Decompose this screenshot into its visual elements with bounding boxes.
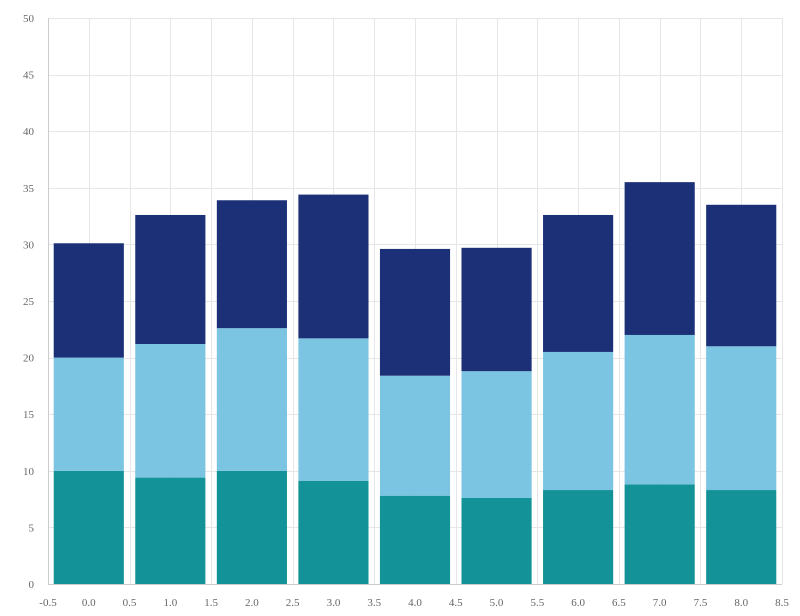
y-tick-labels: 0 5 10 15 20 25 30 35 40 45 50 (23, 13, 35, 591)
bar-segment-series-1-x-6 (543, 490, 614, 584)
bar-segment-series-1-x-1 (135, 477, 206, 584)
bar-segment-series-2-x-2 (216, 328, 287, 471)
x-tick-label: 2.5 (286, 597, 300, 609)
bar-segment-series-1-x-7 (624, 484, 695, 584)
x-tick-label: 0.5 (123, 597, 137, 609)
bar-segment-series-3-x-5 (461, 247, 532, 372)
bar-segment-series-2-x-3 (298, 338, 369, 481)
x-tick-label: 6.0 (571, 597, 585, 609)
bar-segment-series-3-x-8 (706, 204, 777, 347)
bar-segment-series-3-x-0 (53, 243, 124, 358)
bar-segment-series-2-x-1 (135, 344, 206, 478)
x-tick-label: -0.5 (39, 597, 57, 609)
x-tick-label: 4.0 (408, 597, 422, 609)
bar-segment-series-1-x-0 (53, 470, 124, 584)
y-tick-label: 50 (23, 13, 35, 25)
bar-segment-series-3-x-1 (135, 214, 206, 345)
y-tick-label: 20 (23, 353, 35, 365)
x-tick-label: 5.0 (490, 597, 504, 609)
x-tick-label: 5.5 (530, 597, 544, 609)
x-tick-label: 7.0 (653, 597, 667, 609)
x-tick-label: 4.5 (449, 597, 463, 609)
bar-segment-series-2-x-6 (543, 351, 614, 491)
x-tick-label: 6.5 (612, 597, 626, 609)
bar-segment-series-3-x-6 (543, 214, 614, 352)
y-tick-label: 40 (23, 126, 35, 138)
bar-segment-series-1-x-2 (216, 470, 287, 584)
bar-segment-series-1-x-3 (298, 480, 369, 584)
axes (48, 18, 782, 585)
x-tick-label: 7.5 (694, 597, 708, 609)
y-tick-label: 15 (23, 409, 35, 421)
bar-segment-series-3-x-7 (624, 182, 695, 335)
y-tick-label: 25 (23, 296, 35, 308)
x-tick-label: 0.0 (82, 597, 96, 609)
x-tick-labels: -0.5 0.0 0.5 1.0 1.5 2.0 2.5 3.0 3.5 4.0 4.5 5.0 5.5… (39, 597, 789, 609)
bar-segment-series-2-x-8 (706, 346, 777, 491)
bar-segment-series-3-x-4 (379, 248, 451, 376)
bar-segment-series-3-x-2 (216, 200, 287, 329)
x-tick-label: 8.5 (775, 597, 789, 609)
x-tick-label: 3.0 (327, 597, 341, 609)
y-tick-label: 45 (23, 70, 35, 82)
x-tick-label: 3.5 (367, 597, 381, 609)
bar-segment-series-2-x-7 (624, 334, 695, 485)
bar-segment-series-1-x-8 (706, 490, 777, 584)
y-tick-label: 30 (23, 239, 35, 251)
y-tick-label: 5 (29, 522, 35, 534)
bar-segment-series-2-x-0 (53, 357, 124, 471)
bar-segment-series-1-x-5 (461, 497, 532, 584)
x-tick-label: 8.0 (734, 597, 748, 609)
bars (53, 182, 777, 584)
bar-segment-series-3-x-3 (298, 194, 369, 339)
x-tick-label: 2.0 (245, 597, 259, 609)
x-tick-label: 1.0 (163, 597, 177, 609)
bar-segment-series-2-x-5 (461, 371, 532, 498)
bar-segment-series-1-x-4 (379, 495, 451, 584)
x-tick-label: 1.5 (204, 597, 218, 609)
bar-segment-series-2-x-4 (379, 375, 451, 496)
y-tick-label: 35 (23, 183, 35, 195)
y-tick-label: 10 (23, 466, 35, 478)
y-tick-label: 0 (29, 579, 35, 591)
